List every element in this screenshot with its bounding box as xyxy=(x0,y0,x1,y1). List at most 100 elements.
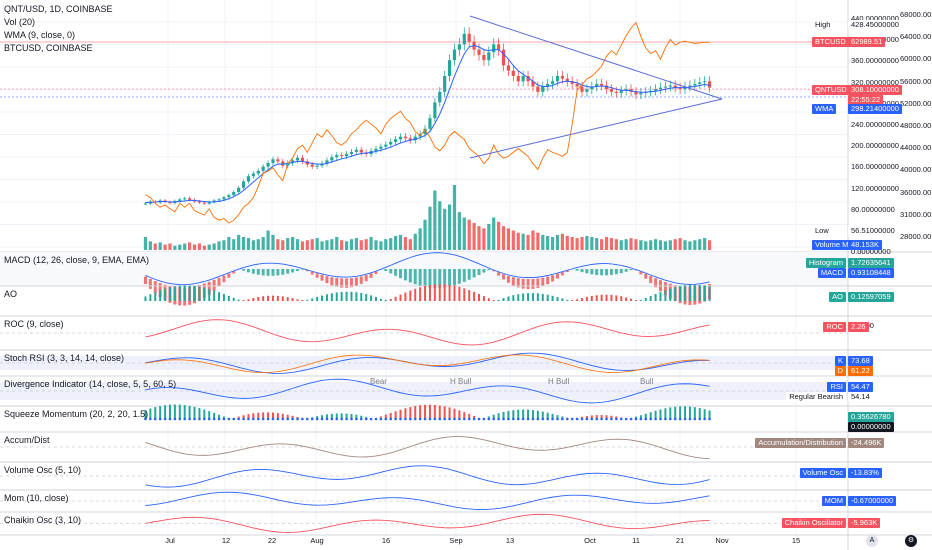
candle-body xyxy=(649,90,653,92)
sqz-dot xyxy=(286,417,290,421)
sqz-bar xyxy=(654,410,657,419)
sqz-bar xyxy=(679,406,682,419)
pane-title-macd: MACD (12, 26, close, 9, EMA, EMA) xyxy=(4,255,150,265)
volume-bar xyxy=(237,234,241,250)
ao-bar xyxy=(581,297,584,301)
sqz-dot xyxy=(698,417,702,421)
volume-bar xyxy=(614,239,618,250)
volume-bar xyxy=(394,235,398,250)
ao-bar xyxy=(330,293,333,301)
volume-bar xyxy=(570,237,574,250)
sqz-bar xyxy=(438,405,441,419)
sqz-dot xyxy=(546,417,549,421)
chaikin-line xyxy=(145,513,710,533)
auto-scale-icon[interactable]: A xyxy=(866,535,878,547)
ao-bar xyxy=(590,295,593,301)
candle-body xyxy=(590,86,594,90)
sqz-bar xyxy=(203,409,206,419)
pane-tag-value: 0.35626780 xyxy=(848,412,894,422)
sqz-dot xyxy=(232,417,236,421)
sqz-bar xyxy=(335,413,338,419)
ao-bar xyxy=(478,293,481,301)
sqz-bar xyxy=(473,415,476,419)
volume-bar xyxy=(300,241,305,250)
sqz-bar xyxy=(443,406,446,419)
volume-bar xyxy=(653,239,658,250)
sqz-bar xyxy=(414,406,417,419)
tag-countdown: 22:55:22 xyxy=(848,95,884,105)
tag-value: 298.21400000 xyxy=(848,104,902,114)
sqz-bar xyxy=(384,414,387,419)
macd-bar xyxy=(394,269,398,276)
sqz-dot xyxy=(624,417,628,421)
pane-tag-label: Histogram xyxy=(805,258,846,268)
volume-bar xyxy=(428,206,432,250)
sqz-dot xyxy=(409,417,412,421)
sqz-dot xyxy=(345,417,348,421)
macd-bar xyxy=(143,276,147,285)
candle-body xyxy=(340,155,344,157)
macd-bar xyxy=(433,269,437,289)
ao-bar xyxy=(154,292,157,301)
ao-bar xyxy=(149,294,152,301)
sqz-dot xyxy=(413,417,417,421)
volume-bar xyxy=(163,244,167,250)
sqz-dot xyxy=(619,417,623,421)
sqz-dot xyxy=(418,417,422,421)
candle-body xyxy=(526,76,530,82)
sqz-dot xyxy=(340,417,343,421)
pane-tag-value: -24.496K xyxy=(848,438,885,448)
sqz-dot xyxy=(384,417,388,421)
volume-bar xyxy=(286,238,290,250)
volume-bar xyxy=(187,242,192,250)
candle-body xyxy=(261,166,265,171)
sqz-dot xyxy=(158,417,162,421)
sqz-bar xyxy=(330,413,333,419)
price-axis-tick: 200.00000000 xyxy=(851,141,899,151)
candle-body xyxy=(398,136,403,140)
sqz-bar xyxy=(399,409,402,419)
candle-body xyxy=(457,44,461,50)
candle-body xyxy=(492,44,496,53)
volume-bar xyxy=(511,230,515,250)
ao-bar xyxy=(232,297,235,301)
macd-bar xyxy=(531,278,535,289)
sqz-dot xyxy=(688,417,692,421)
candle-body xyxy=(300,157,305,162)
sqz-bar xyxy=(188,405,191,419)
sqz-bar xyxy=(688,406,691,419)
candle-body xyxy=(251,173,255,177)
sqz-dot xyxy=(183,417,186,421)
ao-bar xyxy=(257,296,260,301)
sqz-dot xyxy=(212,417,216,421)
pane-tag-value: 0.12597059 xyxy=(848,292,894,302)
mom-line xyxy=(145,491,710,510)
macd-bar xyxy=(207,281,211,295)
sqz-bar xyxy=(149,408,152,419)
pane-tag-label: RSI xyxy=(827,382,846,392)
ao-bar xyxy=(301,300,304,301)
ao-bar xyxy=(561,298,564,301)
pane-title-ao: AO xyxy=(4,289,18,299)
volume-bar xyxy=(683,240,687,250)
sqz-bar xyxy=(669,407,672,419)
sqz-dot xyxy=(512,417,515,421)
macd-line xyxy=(145,252,710,286)
sqz-dot xyxy=(291,417,294,421)
candle-body xyxy=(658,87,663,90)
pane-title-roc: ROC (9, close) xyxy=(4,319,64,329)
sqz-dot xyxy=(276,417,280,421)
ao-bar xyxy=(546,294,549,301)
ao-bar xyxy=(669,288,672,301)
ao-bar xyxy=(428,285,431,301)
macd-bar xyxy=(482,269,486,273)
sqz-bar xyxy=(291,415,294,419)
macd-bar xyxy=(590,269,594,275)
macd-bar xyxy=(291,269,295,273)
volume-bar xyxy=(698,239,702,250)
macd-bar xyxy=(212,279,216,291)
sqz-dot xyxy=(502,417,505,421)
x-axis-tick: 22 xyxy=(267,536,277,545)
macd-bar xyxy=(276,269,280,276)
